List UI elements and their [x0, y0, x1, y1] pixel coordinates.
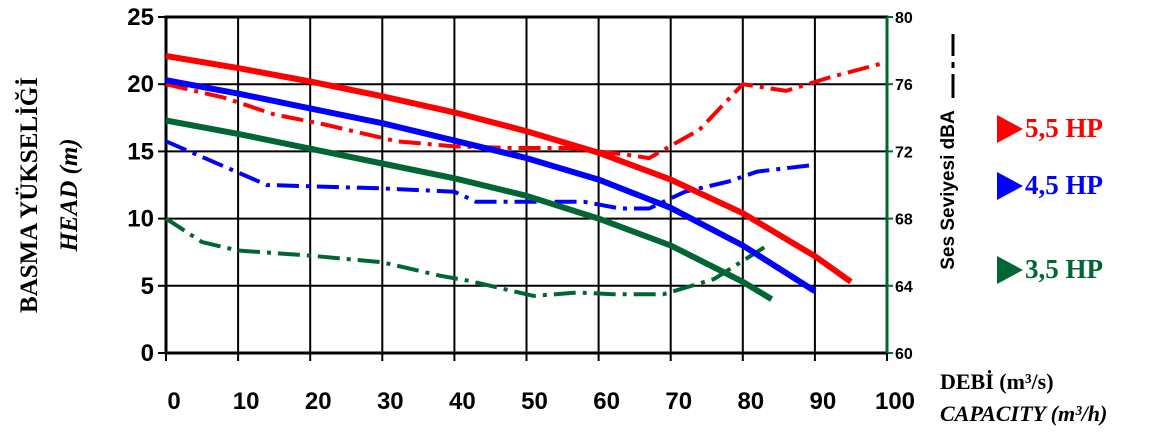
noise-series-group — [164, 62, 881, 298]
left-axis-title-en: HEAD (m) — [50, 10, 90, 380]
x-tick-label: 30 — [377, 388, 404, 415]
x-tick-label: 0 — [167, 388, 180, 415]
left-tick-label: 15 — [127, 138, 154, 165]
x-axis-title: DEBİ (m³/s) — [940, 369, 1054, 394]
left-tick-label: 25 — [127, 4, 154, 31]
x-tick-label: 50 — [521, 388, 548, 415]
triangle-right-icon — [997, 256, 1023, 284]
x-tick-label: 20 — [305, 388, 332, 415]
x-axis-title-en: CAPACITY (m³/h) — [940, 401, 1108, 426]
right-tick-label: 72 — [895, 144, 913, 161]
x-tick-label: 40 — [449, 388, 476, 415]
legend-item-5-5hp: 5,5 HP — [997, 113, 1103, 143]
grid-lines — [165, 16, 888, 354]
triangle-right-icon — [997, 172, 1023, 200]
head-series-group — [165, 53, 853, 302]
left-tick-label: 10 — [127, 206, 154, 233]
left-axis-title-text: BASMA YÜKSELİĞİ — [16, 77, 43, 313]
legend-label: 5,5 HP — [1025, 113, 1103, 143]
triangle-right-icon — [997, 115, 1023, 143]
head-series-line — [165, 117, 774, 302]
right-tick-label: 68 — [895, 212, 913, 229]
right-tick-label: 76 — [895, 77, 913, 94]
left-axis-ticks: 0 5 10 15 20 25 — [127, 4, 166, 367]
x-axis-ticks: 0 10 20 30 40 50 60 70 80 90 100 — [165, 353, 915, 415]
x-tick-label: 70 — [665, 388, 692, 415]
right-axis-ticks: 60 64 68 72 76 80 — [887, 10, 913, 363]
left-tick-label: 5 — [141, 273, 154, 300]
noise-series-line — [165, 139, 816, 211]
right-tick-label: 60 — [895, 346, 913, 363]
x-tick-label: 60 — [593, 388, 620, 415]
x-tick-label: 80 — [737, 388, 764, 415]
noise-series-line — [164, 216, 766, 298]
legend-label: 3,5 HP — [1025, 254, 1103, 284]
noise-legend-dashdot — [943, 34, 963, 98]
left-axis-title: BASMA YÜKSELİĞİ — [10, 10, 50, 380]
x-tick-label: 90 — [810, 388, 837, 415]
head-series-line — [165, 53, 853, 285]
left-tick-label: 20 — [127, 71, 154, 98]
x-tick-label: 100 — [875, 388, 915, 415]
left-axis-title-en-text: HEAD (m) — [56, 138, 83, 252]
right-axis-title-text: Ses Seviyesi dBA — [938, 110, 959, 270]
noise-series-line — [165, 62, 881, 161]
right-tick-label: 80 — [895, 10, 913, 27]
head-series-line — [165, 77, 817, 294]
legend-item-4-5hp: 4,5 HP — [997, 170, 1103, 200]
left-tick-label: 0 — [141, 340, 154, 367]
right-tick-label: 64 — [895, 279, 913, 296]
legend-label: 4,5 HP — [1025, 170, 1103, 200]
x-tick-label: 10 — [233, 388, 260, 415]
legend-item-3-5hp: 3,5 HP — [997, 254, 1103, 284]
